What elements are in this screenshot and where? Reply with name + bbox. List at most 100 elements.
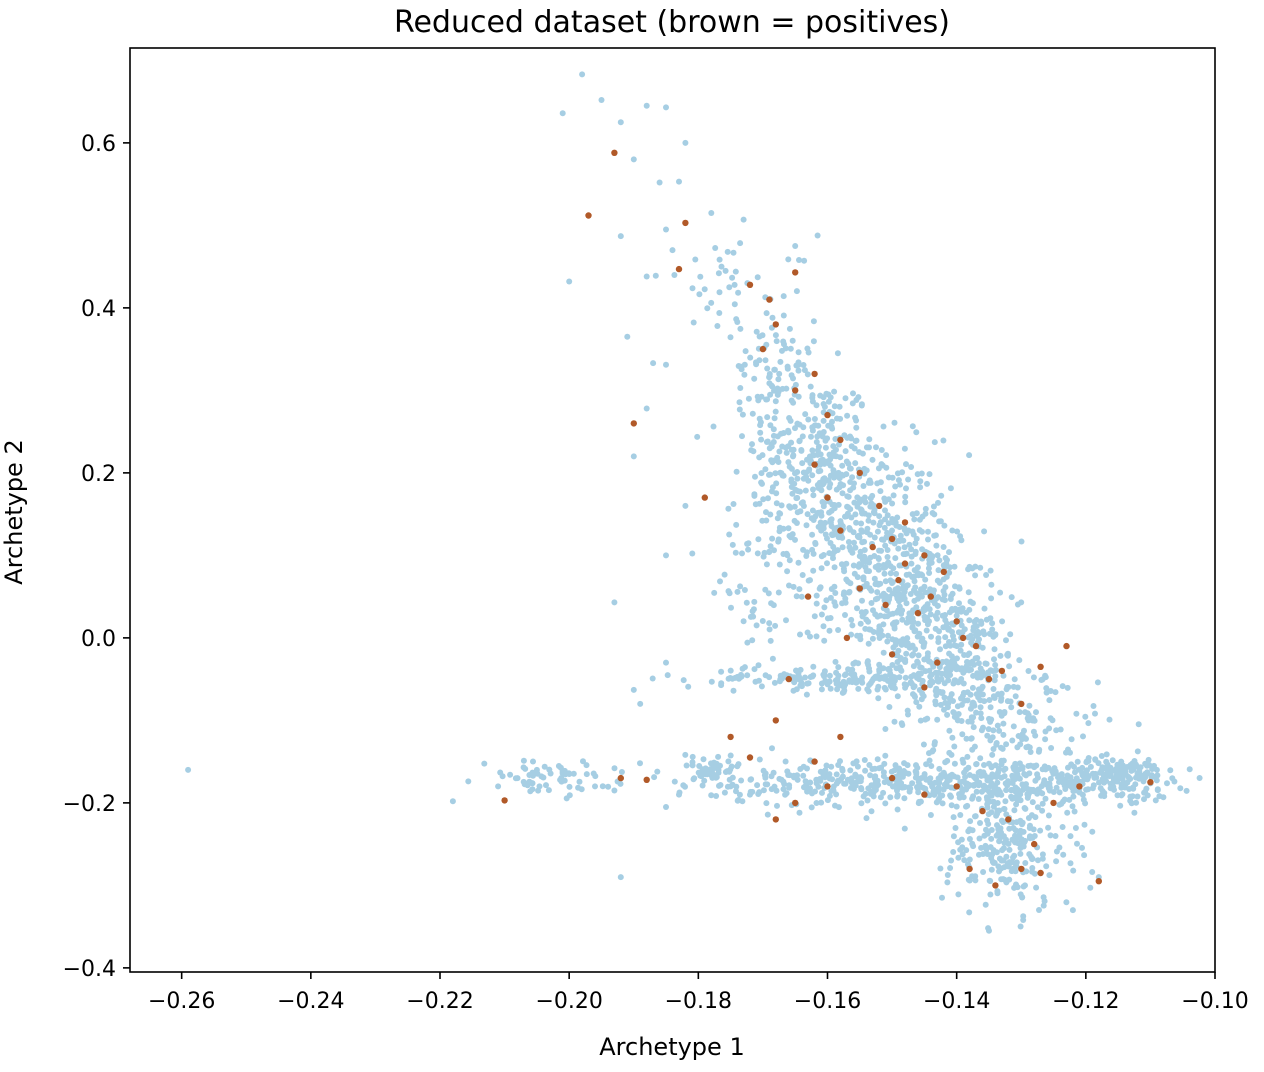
data-point xyxy=(1063,642,1070,650)
data-point xyxy=(800,772,807,779)
data-point xyxy=(1022,860,1029,866)
data-point xyxy=(559,110,566,117)
data-point xyxy=(465,778,472,785)
data-point xyxy=(826,771,833,778)
data-point xyxy=(776,678,783,685)
data-point xyxy=(859,679,866,686)
data-point xyxy=(983,846,990,853)
data-point xyxy=(900,583,907,590)
data-point xyxy=(841,432,848,439)
data-point xyxy=(887,678,894,685)
data-point xyxy=(903,550,910,557)
data-point xyxy=(917,717,924,724)
data-point xyxy=(998,667,1006,675)
data-point xyxy=(1106,716,1113,723)
data-point xyxy=(1152,797,1159,804)
data-point xyxy=(944,757,951,764)
data-point xyxy=(952,677,959,684)
data-point xyxy=(1025,668,1032,674)
data-point xyxy=(831,403,838,410)
data-point xyxy=(979,807,986,815)
data-point xyxy=(1008,594,1015,601)
data-point xyxy=(981,786,988,793)
data-point xyxy=(1047,688,1054,694)
data-point xyxy=(1045,824,1052,831)
data-point xyxy=(805,477,812,484)
data-point xyxy=(741,371,748,378)
data-point xyxy=(1014,792,1021,799)
data-point xyxy=(872,596,879,603)
data-point xyxy=(1017,850,1024,857)
data-point xyxy=(1045,785,1052,792)
data-point xyxy=(971,781,978,788)
data-point xyxy=(766,620,773,627)
data-point xyxy=(747,791,753,798)
data-point xyxy=(966,452,973,459)
data-point xyxy=(876,765,883,772)
data-point xyxy=(1020,883,1027,890)
data-point xyxy=(784,568,791,575)
data-point xyxy=(759,452,766,459)
data-point xyxy=(1029,856,1036,863)
data-point xyxy=(991,677,998,684)
data-point xyxy=(787,504,794,511)
data-point xyxy=(762,466,769,473)
data-point xyxy=(768,443,775,450)
x-tick-label: −0.22 xyxy=(406,989,473,1014)
data-point xyxy=(733,783,740,790)
data-point xyxy=(861,510,868,517)
data-point xyxy=(803,782,809,789)
data-point xyxy=(794,509,801,516)
data-point xyxy=(758,470,765,477)
data-point xyxy=(1032,814,1039,821)
data-point xyxy=(1057,726,1064,733)
data-point xyxy=(899,616,906,623)
data-point xyxy=(903,485,909,492)
data-point xyxy=(1092,756,1099,763)
data-point xyxy=(775,459,782,465)
data-point xyxy=(772,321,779,328)
data-point xyxy=(1021,727,1027,734)
data-point xyxy=(799,460,806,467)
data-point xyxy=(998,876,1005,883)
data-point xyxy=(976,689,983,696)
data-point xyxy=(882,800,889,807)
data-point xyxy=(814,510,821,516)
data-point xyxy=(1076,783,1083,790)
data-point xyxy=(809,790,815,797)
data-point xyxy=(580,758,586,765)
data-point xyxy=(939,792,946,799)
data-point xyxy=(905,476,912,483)
data-point xyxy=(919,546,926,553)
data-point xyxy=(741,361,748,368)
data-point xyxy=(946,749,953,756)
data-point xyxy=(914,609,922,617)
data-point xyxy=(1000,672,1007,679)
data-point xyxy=(828,586,835,592)
data-point xyxy=(1034,804,1041,811)
data-point xyxy=(772,332,779,339)
data-point xyxy=(1074,758,1081,765)
data-point xyxy=(856,561,863,568)
data-point xyxy=(833,771,840,778)
data-point xyxy=(920,642,927,649)
data-point xyxy=(819,499,826,505)
data-point xyxy=(856,585,863,592)
data-point xyxy=(781,781,788,787)
data-point xyxy=(845,539,852,545)
data-point xyxy=(738,777,745,784)
data-point xyxy=(933,685,940,692)
data-point xyxy=(953,783,960,790)
data-point xyxy=(598,97,605,103)
data-point xyxy=(751,666,758,673)
data-point xyxy=(797,631,803,638)
data-point xyxy=(1035,748,1042,755)
data-point xyxy=(834,350,841,357)
data-point xyxy=(951,563,958,570)
data-point xyxy=(866,477,873,484)
data-point xyxy=(781,671,788,678)
data-point xyxy=(901,519,909,526)
data-point xyxy=(977,564,984,571)
data-point xyxy=(744,540,751,547)
data-point xyxy=(865,618,872,625)
